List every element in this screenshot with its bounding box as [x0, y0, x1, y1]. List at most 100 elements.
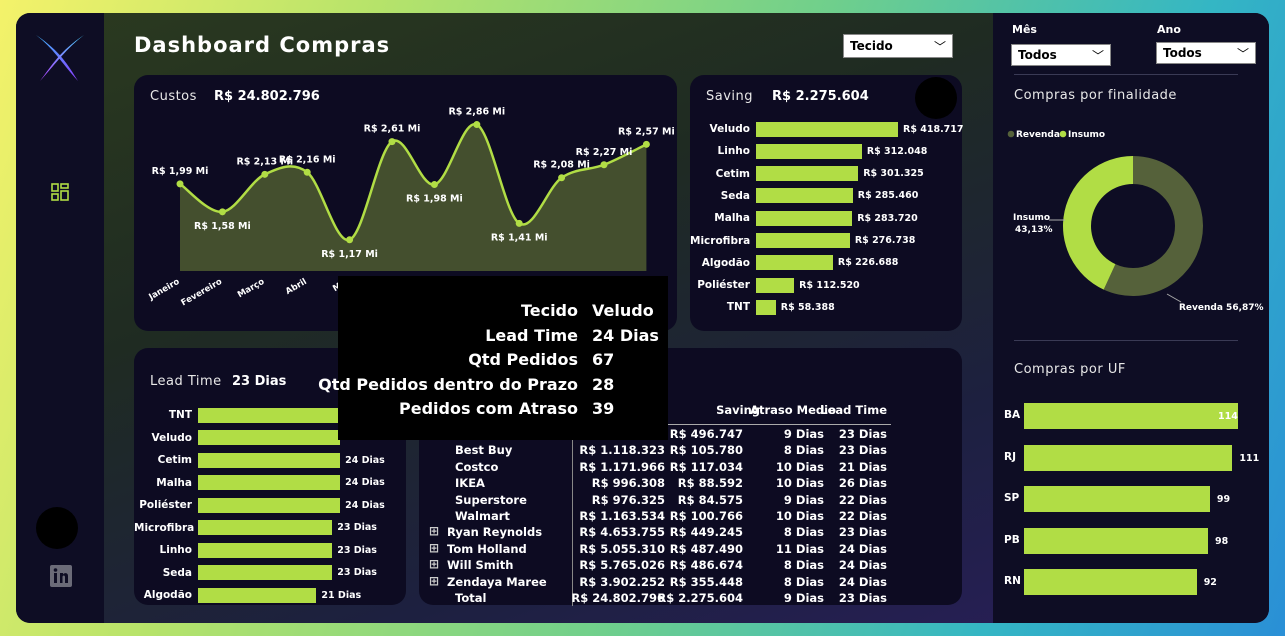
donut-slice[interactable]: [1063, 156, 1133, 290]
custos-point[interactable]: [558, 174, 566, 182]
expand-icon[interactable]: ⊞: [429, 540, 440, 555]
uf-bar[interactable]: [1024, 569, 1197, 595]
uf-title: Compras por UF: [1014, 362, 1126, 377]
leadtime-value-label: 23 Dias: [337, 544, 377, 556]
table-cell-atraso: 8 Dias: [783, 525, 824, 540]
saving-bar[interactable]: [756, 255, 833, 271]
donut-leader-line: [1166, 293, 1182, 303]
uf-bar[interactable]: [1024, 527, 1208, 554]
year-filter-value: Todos: [1163, 46, 1202, 60]
custos-point[interactable]: [473, 121, 481, 129]
saving-row[interactable]: TNT R$ 58.388: [690, 299, 835, 315]
month-filter-dropdown[interactable]: Todos ﹀: [1011, 44, 1111, 66]
dashboard-grid-icon[interactable]: [51, 183, 69, 201]
table-header: Atraso Medio: [750, 403, 836, 417]
leadtime-row[interactable]: Microfibra 23 Dias: [134, 520, 377, 536]
custos-point[interactable]: [218, 208, 226, 216]
suppliers-table-card: Saving Atraso Medio Lead Time R$ 496.747 9 D…: [419, 348, 962, 606]
year-filter-dropdown[interactable]: Todos ﹀: [1156, 42, 1256, 64]
table-row-name: Total: [455, 591, 487, 605]
saving-row[interactable]: Poliéster R$ 112.520: [690, 277, 860, 293]
saving-category-label: Cetim: [715, 167, 750, 180]
uf-category-label: RN: [1004, 575, 1021, 587]
leadtime-row[interactable]: Linho 23 Dias: [134, 542, 377, 558]
custos-point[interactable]: [303, 168, 311, 176]
leadtime-row[interactable]: Poliéster 24 Dias: [134, 497, 385, 513]
table-cell-leadtime: 26 Dias: [838, 476, 887, 491]
saving-bar[interactable]: [756, 277, 795, 293]
saving-row[interactable]: Cetim R$ 301.325: [690, 166, 924, 182]
table-cell-saving: R$ 449.245: [669, 525, 743, 540]
table-cell-leadtime: 24 Dias: [838, 574, 887, 589]
custos-point[interactable]: [261, 170, 269, 178]
expand-icon[interactable]: ⊞: [429, 557, 440, 572]
leadtime-bar[interactable]: [198, 475, 341, 490]
leadtime-bar[interactable]: [198, 407, 348, 423]
saving-row[interactable]: Microfibra R$ 276.738: [690, 233, 915, 249]
suppliers-table: Saving Atraso Medio Lead Time R$ 496.747 9 D…: [419, 348, 962, 606]
custos-point[interactable]: [346, 236, 354, 244]
leadtime-bar[interactable]: [198, 542, 333, 558]
custos-point[interactable]: [600, 161, 608, 169]
saving-category-label: TNT: [726, 301, 750, 314]
leadtime-value-label: 24 Dias: [345, 499, 385, 511]
custos-point[interactable]: [430, 181, 438, 189]
saving-bar[interactable]: [756, 166, 859, 182]
linkedin-icon[interactable]: [50, 565, 72, 587]
leadtime-row[interactable]: Algodão 21 Dias: [134, 587, 361, 603]
saving-bar[interactable]: [756, 143, 862, 159]
avatar-circle[interactable]: [36, 507, 78, 549]
donut-slice[interactable]: [1103, 156, 1203, 296]
leadtime-bar[interactable]: [198, 587, 317, 603]
leadtime-bar[interactable]: [198, 565, 333, 580]
saving-row[interactable]: Malha R$ 283.720: [690, 210, 918, 226]
leadtime-category-label: Microfibra: [134, 521, 195, 534]
saving-bar[interactable]: [756, 188, 853, 204]
expand-icon[interactable]: ⊞: [429, 524, 440, 539]
saving-value-label: R$ 112.520: [799, 279, 860, 291]
table-cell-atraso: 10 Dias: [775, 476, 824, 491]
leadtime-row[interactable]: Malha 24 Dias: [134, 475, 385, 491]
donut-label-revenda: Revenda 56,87%: [1179, 303, 1264, 313]
custos-total: R$ 24.802.796: [214, 89, 320, 104]
leadtime-bar[interactable]: [198, 520, 333, 535]
saving-row[interactable]: Linho R$ 312.048: [690, 143, 927, 159]
table-cell-leadtime: 23 Dias: [838, 525, 887, 540]
custos-point[interactable]: [176, 180, 184, 188]
saving-bar[interactable]: [756, 121, 898, 137]
table-cell-custo: R$ 5.055.310: [579, 541, 665, 556]
expand-icon[interactable]: ⊞: [429, 573, 440, 588]
leadtime-row[interactable]: Seda 23 Dias: [134, 565, 377, 581]
leadtime-value-label: 24 Dias: [345, 477, 385, 488]
chevron-down-icon: ﹀: [933, 39, 946, 54]
leadtime-category-label: Malha: [156, 476, 192, 489]
tecido-filter-dropdown[interactable]: Tecido ﹀: [843, 34, 953, 58]
table-row-name: Tom Holland: [447, 541, 527, 556]
custos-point[interactable]: [388, 138, 396, 146]
leadtime-card: Lead Time 23 Dias TNT25 DiasVeludo24 Dia…: [134, 348, 406, 605]
leadtime-bar[interactable]: [198, 452, 341, 468]
uf-bar[interactable]: [1024, 403, 1238, 429]
saving-row[interactable]: Veludo R$ 418.717: [690, 121, 964, 137]
tooltip-row: Qtd Pedidos 67: [338, 350, 668, 372]
leadtime-bar[interactable]: [198, 497, 341, 513]
leadtime-row[interactable]: Cetim 24 Dias: [134, 452, 385, 468]
tooltip-key: Tecido: [520, 301, 578, 320]
saving-bar[interactable]: [756, 210, 853, 226]
uf-bar[interactable]: [1024, 444, 1233, 471]
uf-bar[interactable]: [1024, 486, 1210, 512]
saving-bar[interactable]: [756, 299, 776, 315]
custos-data-label: R$ 1,17 Mi: [321, 249, 378, 260]
custos-title: Custos: [150, 89, 197, 104]
custos-data-label: R$ 2,57 Mi: [618, 126, 675, 137]
saving-row[interactable]: Algodão R$ 226.688: [690, 255, 898, 271]
leadtime-bar[interactable]: [198, 430, 341, 445]
custos-point[interactable]: [515, 219, 523, 227]
saving-row[interactable]: Seda R$ 285.460: [690, 188, 918, 204]
saving-bar[interactable]: [756, 233, 850, 248]
custos-data-label: R$ 2,61 Mi: [364, 124, 421, 135]
custos-point[interactable]: [642, 140, 650, 148]
saving-category-label: Algodão: [701, 256, 750, 269]
month-filter-value: Todos: [1018, 48, 1057, 62]
saving-avatar-circle[interactable]: [915, 77, 957, 119]
